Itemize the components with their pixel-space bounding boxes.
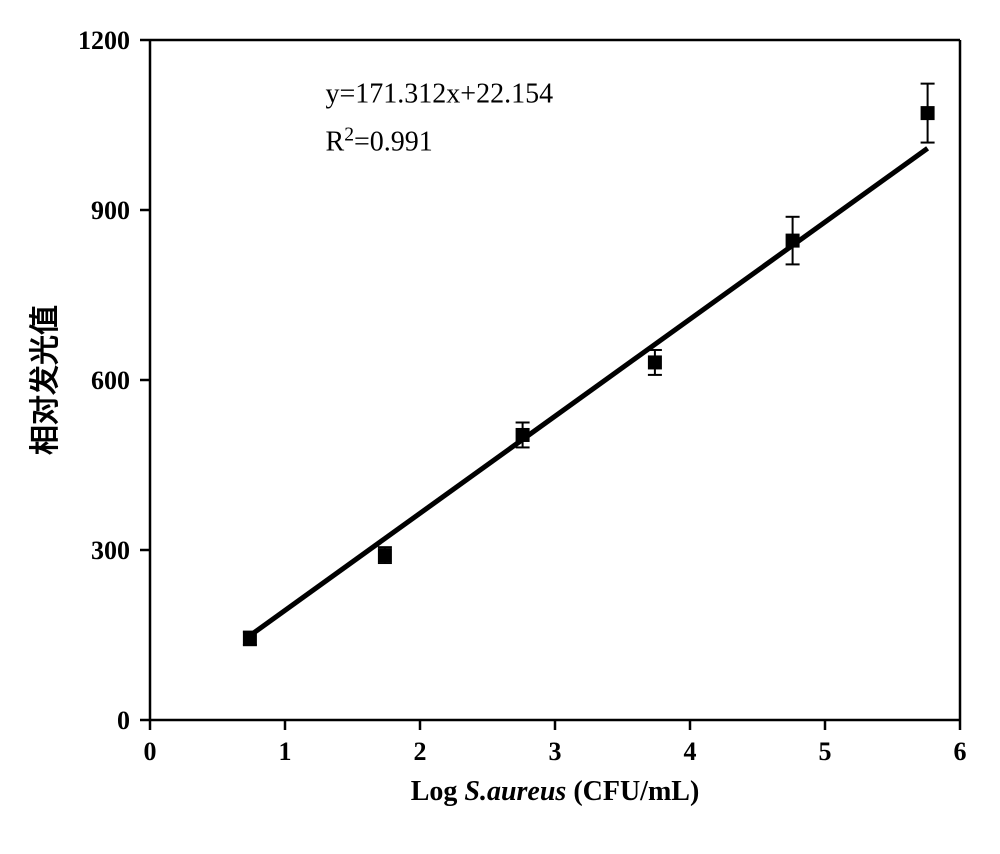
scatter-chart: 0 1 2 3 4 5 6 0 300 600 900 1200 Log S.aureus (CFU/m… <box>0 0 1000 849</box>
annotation: R2=0.991 <box>326 124 433 158</box>
x-axis-label: Log S.aureus (CFU/mL) <box>411 776 700 807</box>
data-point <box>648 355 662 369</box>
data-point <box>516 428 530 442</box>
data-point <box>378 548 392 562</box>
y-tick-label: 300 <box>91 536 130 565</box>
x-tick-label: 6 <box>954 737 967 766</box>
data-point <box>921 106 935 120</box>
x-tick-label: 2 <box>414 737 427 766</box>
y-tick-label: 1200 <box>78 26 130 55</box>
x-tick-label: 0 <box>144 737 157 766</box>
y-tick-label: 900 <box>91 196 130 225</box>
y-tick-label: 0 <box>117 706 130 735</box>
y-axis-label: 相对发光值 <box>29 305 62 455</box>
x-tick-label: 1 <box>279 737 292 766</box>
x-tick-label: 5 <box>819 737 832 766</box>
data-point <box>786 234 800 248</box>
x-tick-label: 4 <box>684 737 697 766</box>
x-tick-label: 3 <box>549 737 562 766</box>
data-point <box>243 631 257 645</box>
chart-container: 0 1 2 3 4 5 6 0 300 600 900 1200 Log S.aureus (CFU/m… <box>0 0 1000 849</box>
y-tick-label: 600 <box>91 366 130 395</box>
annotation: y=171.312x+22.154 <box>326 78 554 109</box>
